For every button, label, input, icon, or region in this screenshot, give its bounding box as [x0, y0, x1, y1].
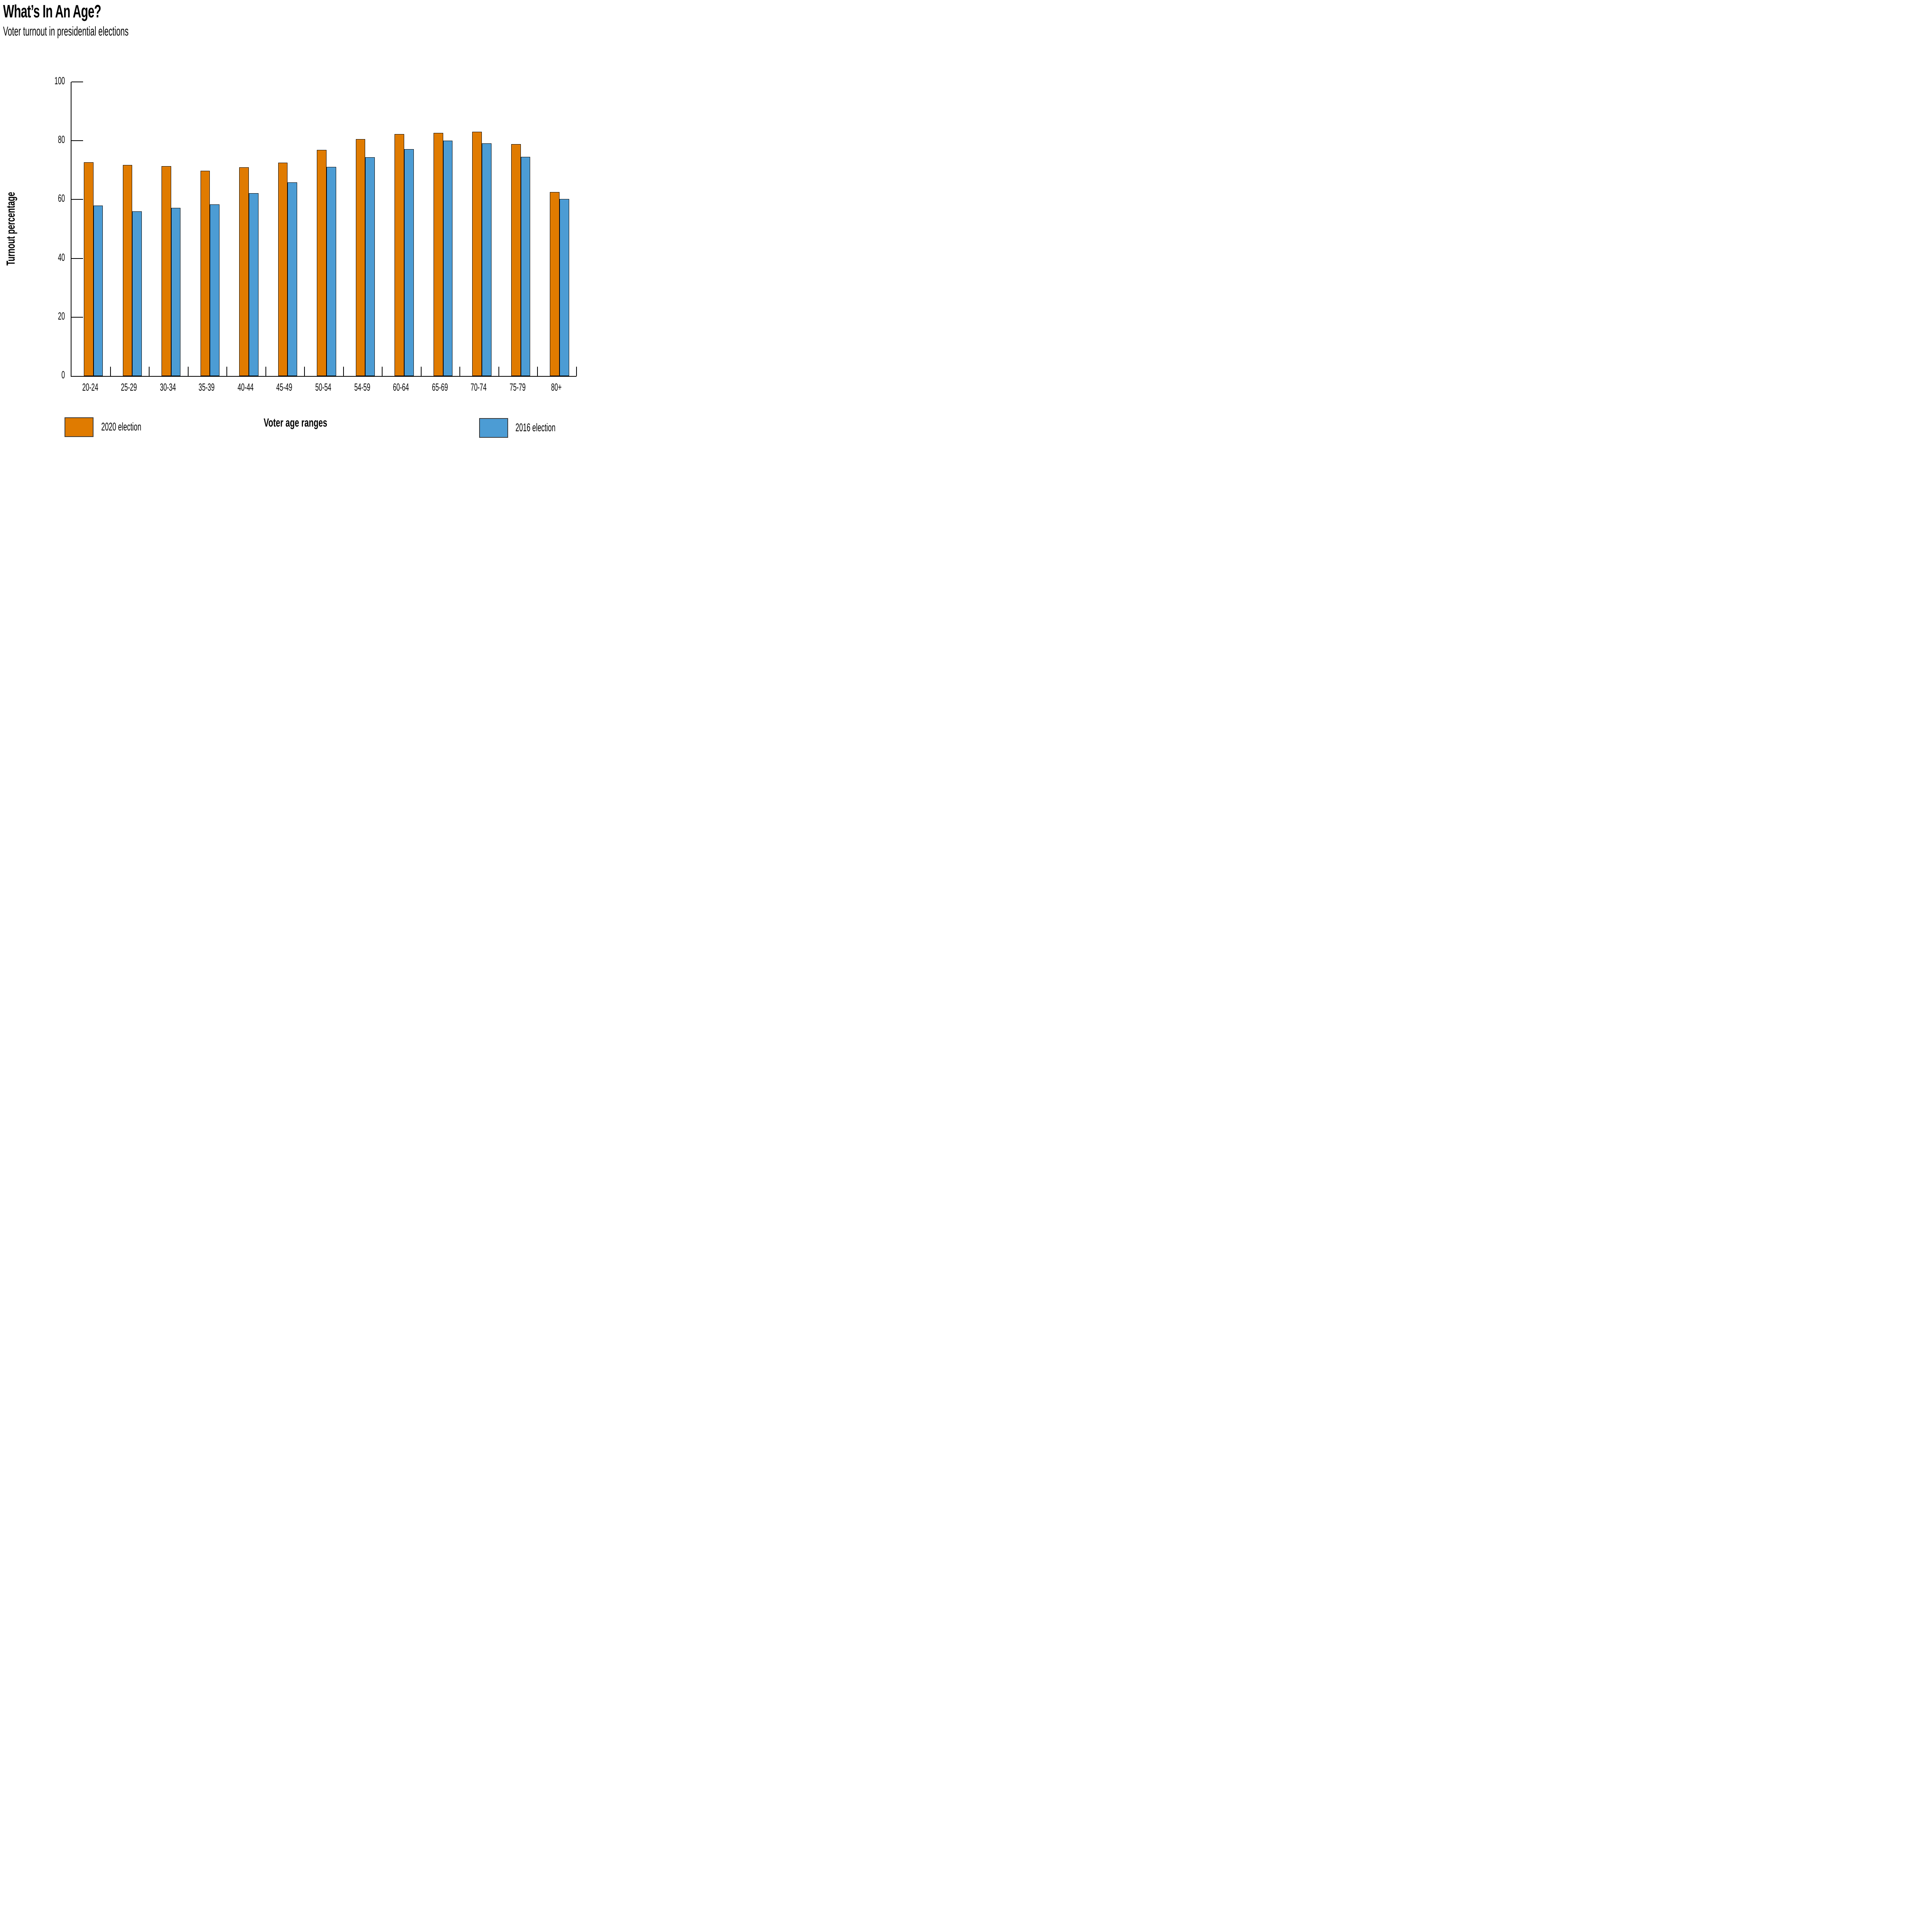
x-tick-mark-10 [459, 367, 461, 376]
bar-2016-35-39 [210, 204, 220, 376]
bar-2020-65-69 [433, 133, 443, 376]
x-tick-mark-11 [498, 367, 499, 376]
chart-subtitle: Voter turnout in presidential elections [3, 24, 212, 39]
y-tick-label-text: 80 [58, 134, 65, 146]
y-tick-label-60: 60 [15, 192, 65, 204]
bar-2016-54-59 [365, 157, 375, 376]
bar-2020-50-54 [317, 150, 327, 376]
chart-title: What’s In An Age? [3, 1, 151, 22]
bar-2020-54-59 [355, 139, 366, 376]
x-tick-label-text: 45-49 [276, 381, 293, 393]
bar-2016-30-34 [171, 208, 181, 376]
chart-subtitle-text: Voter turnout in presidential elections [3, 24, 129, 38]
y-tick-label-80: 80 [15, 134, 65, 146]
bar-2016-80+ [560, 199, 569, 376]
y-tick-label-text: 100 [54, 75, 65, 87]
bar-2020-35-39 [200, 170, 210, 376]
y-tick-mark-20 [71, 316, 83, 318]
x-tick-label-text: 40-44 [237, 381, 254, 393]
y-tick-label-0: 0 [15, 369, 65, 381]
bar-2020-80+ [550, 192, 560, 376]
legend-label-2016: 2016 election [515, 422, 556, 434]
x-tick-label-text: 65-69 [432, 381, 448, 393]
bar-2016-50-54 [326, 167, 336, 376]
bar-2016-25-29 [132, 211, 142, 376]
x-tick-label-65-69: 65-69 [413, 381, 467, 393]
x-tick-mark-8 [382, 367, 383, 376]
x-tick-label-text: 20-24 [82, 381, 98, 393]
bar-2020-30-34 [162, 166, 171, 376]
bar-2016-40-44 [248, 193, 259, 376]
bar-2016-70-74 [482, 143, 492, 376]
x-tick-label-text: 30-34 [160, 381, 176, 393]
y-tick-mark-40 [71, 258, 83, 259]
x-axis-title-text: Voter age ranges [264, 416, 328, 429]
x-tick-label-20-24: 20-24 [63, 381, 117, 393]
x-tick-label-text: 25-29 [121, 381, 137, 393]
legend-swatch-2016 [479, 418, 508, 438]
y-tick-label-text: 0 [61, 369, 65, 381]
y-tick-label-text: 60 [58, 192, 65, 204]
x-tick-mark-9 [420, 367, 422, 376]
legend-label-2020: 2020 election [101, 421, 141, 433]
y-tick-mark-80 [71, 140, 83, 141]
bar-2016-45-49 [287, 182, 298, 376]
x-tick-label-text: 35-39 [199, 381, 215, 393]
bar-2016-20-24 [93, 205, 103, 376]
x-tick-label-60-64: 60-64 [374, 381, 428, 393]
chart-page: What’s In An Age? Voter turnout in presi… [0, 0, 582, 440]
bar-2020-60-64 [395, 134, 404, 376]
x-tick-label-text: 70-74 [470, 381, 487, 393]
x-tick-label-text: 50-54 [315, 381, 332, 393]
y-tick-label-40: 40 [15, 252, 65, 264]
x-tick-mark-2 [149, 367, 150, 376]
x-tick-mark-13 [576, 367, 577, 376]
x-tick-label-text: 60-64 [393, 381, 409, 393]
x-tick-label-45-49: 45-49 [257, 381, 311, 393]
bar-2016-65-69 [443, 141, 453, 376]
bar-2016-60-64 [404, 149, 414, 376]
x-tick-label-50-54: 50-54 [296, 381, 350, 393]
chart-title-text: What’s In An Age? [3, 1, 101, 21]
x-tick-mark-3 [187, 367, 189, 376]
x-tick-mark-6 [304, 367, 305, 376]
bar-2016-75-79 [520, 157, 531, 376]
bar-2020-25-29 [122, 165, 133, 376]
y-tick-label-text: 20 [58, 310, 65, 322]
plot-area [71, 82, 577, 377]
y-tick-mark-60 [71, 199, 83, 200]
x-tick-label-35-39: 35-39 [180, 381, 234, 393]
x-tick-label-40-44: 40-44 [218, 381, 272, 393]
x-tick-label-text: 80+ [551, 381, 562, 393]
x-tick-label-70-74: 70-74 [452, 381, 506, 393]
y-tick-label-100: 100 [15, 75, 65, 87]
x-tick-mark-1 [110, 367, 111, 376]
bar-2020-75-79 [511, 144, 521, 376]
x-tick-label-75-79: 75-79 [490, 381, 544, 393]
bar-2020-45-49 [278, 163, 288, 376]
y-tick-label-20: 20 [15, 310, 65, 322]
x-tick-label-25-29: 25-29 [102, 381, 156, 393]
bar-2020-20-24 [83, 162, 94, 376]
bar-2020-70-74 [472, 132, 482, 376]
bar-2020-40-44 [239, 167, 249, 376]
x-tick-mark-7 [343, 367, 344, 376]
y-tick-label-text: 40 [58, 251, 65, 263]
x-tick-mark-4 [226, 367, 228, 376]
x-axis-title: Voter age ranges [222, 416, 369, 430]
x-tick-label-30-34: 30-34 [141, 381, 195, 393]
x-tick-label-text: 54-59 [354, 381, 370, 393]
x-tick-label-80+: 80+ [529, 381, 582, 393]
x-tick-mark-5 [265, 367, 266, 376]
x-tick-mark-12 [537, 367, 538, 376]
x-tick-label-text: 75-79 [509, 381, 526, 393]
legend-swatch-2020 [65, 417, 94, 437]
x-tick-label-54-59: 54-59 [335, 381, 389, 393]
